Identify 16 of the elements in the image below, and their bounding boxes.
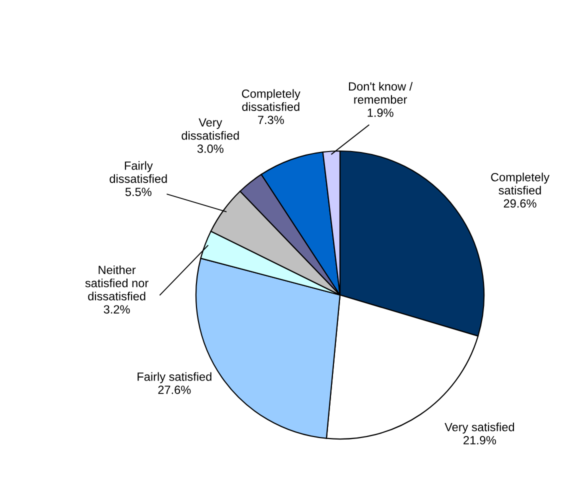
data-label: 3.0% — [197, 144, 224, 153]
slice-label: Neither satisfied nor dissatisfied — [85, 265, 148, 300]
slice-label: Completely satisfied — [491, 172, 550, 194]
data-label: 27.6% — [158, 386, 191, 394]
data-label: 21.9% — [464, 436, 496, 444]
slice-label: Fairly satisfied — [138, 372, 212, 384]
data-label: 29.6% — [504, 199, 536, 208]
data-label: 1.9% — [368, 108, 394, 117]
slice-label: Fairly dissatisfied — [110, 161, 167, 183]
slice-label: Very dissatisfied — [182, 118, 239, 140]
slice-label: Very satisfied — [444, 422, 514, 434]
data-label: 3.2% — [104, 305, 130, 314]
data-label: 5.5% — [125, 188, 152, 196]
slice-label: Completely dissatisfied — [242, 89, 300, 111]
data-label: 7.3% — [258, 116, 284, 124]
slice-label: Don't know / remember — [348, 82, 413, 104]
